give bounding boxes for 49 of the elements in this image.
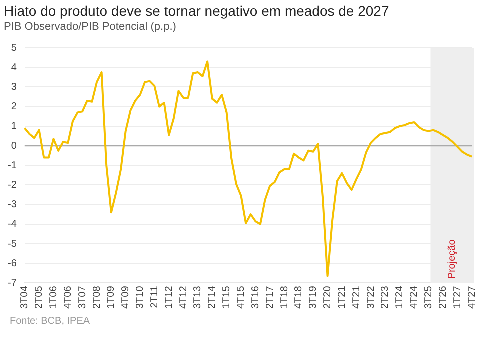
y-tick-label: 1: [11, 121, 18, 132]
x-tick-label: 1T09: [106, 286, 118, 310]
x-tick-label: 2T20: [322, 286, 334, 310]
x-tick-label: 2T23: [380, 286, 392, 310]
chart-title: Hiato do produto deve se tornar negativo em meados de 2027: [4, 3, 390, 19]
x-tick-label: 3T13: [192, 286, 204, 310]
x-tick-label: 3T10: [135, 286, 146, 310]
x-tick-label: 3T16: [250, 286, 262, 310]
y-tick-label: -3: [8, 200, 18, 211]
x-tick-label: 3T22: [366, 286, 377, 310]
x-tick-label: 2T05: [34, 286, 46, 310]
x-tick-label: 4T12: [178, 286, 190, 310]
x-tick-label: 1T18: [279, 286, 290, 310]
chart-subtitle: PIB Observado/PIB Potencial (p.p.): [4, 21, 176, 33]
y-tick-label: -1: [8, 160, 18, 172]
x-tick-label: 4T15: [236, 286, 247, 310]
x-tick-label: 2T17: [264, 286, 276, 310]
x-tick-label: 2T08: [92, 286, 103, 310]
y-tick-label: -2: [8, 180, 18, 191]
x-tick-label: 4T27: [466, 286, 478, 310]
y-tick-label: -6: [8, 258, 18, 270]
y-tick-label: 5: [11, 42, 18, 54]
y-tick-label: 0: [11, 140, 18, 152]
y-tick-label: 2: [11, 102, 18, 113]
x-tick-label: 4T21: [351, 286, 362, 310]
y-tick-label: -7: [8, 278, 18, 289]
x-tick-label: 1T24: [394, 286, 406, 310]
y-tick-label: -4: [8, 219, 18, 230]
y-tick-label: 3: [11, 82, 18, 93]
band-label: Projeção: [447, 239, 458, 280]
x-tick-label: 4T18: [294, 286, 305, 310]
x-tick-label: 4T09: [120, 286, 132, 310]
x-tick-label: 2T11: [149, 286, 160, 308]
x-tick-label: 3T25: [423, 286, 434, 310]
y-tick-label: -5: [8, 238, 18, 250]
x-tick-label: 2T26: [438, 286, 449, 310]
x-tick-label: 3T04: [20, 286, 31, 310]
x-tick-label: 4T06: [62, 286, 74, 310]
x-tick-label: 4T24: [409, 286, 420, 310]
x-tick-label: 3T07: [77, 286, 88, 310]
source-note: Fonte: BCB, IPEA: [10, 316, 90, 327]
y-tick-label: 4: [11, 62, 18, 74]
x-tick-label: 2T14: [207, 286, 218, 310]
x-tick-label: 1T12: [164, 286, 175, 310]
x-tick-label: 1T06: [48, 286, 60, 310]
x-tick-label: 3T19: [308, 286, 320, 310]
x-tick-label: 1T27: [452, 286, 464, 310]
x-tick-label: 1T15: [222, 286, 233, 310]
x-tick-label: 1T21: [336, 286, 348, 310]
